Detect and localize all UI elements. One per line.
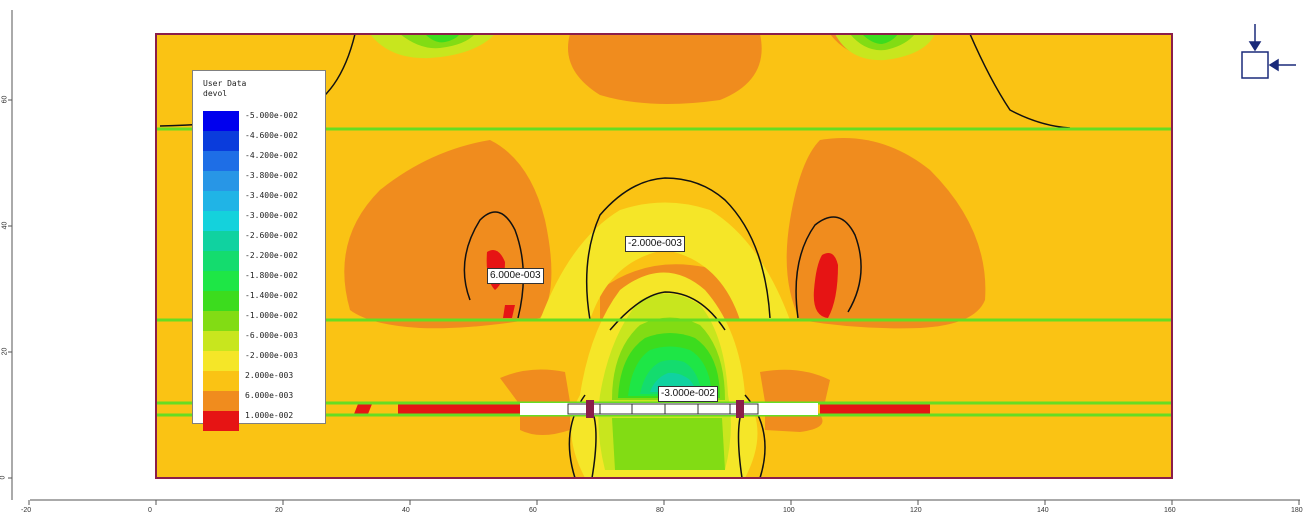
- legend-swatch: [203, 411, 239, 431]
- contour-label: 6.000e-003: [487, 268, 544, 284]
- x-tick-label: 160: [1164, 507, 1176, 514]
- legend-entry: -1.800e-002: [203, 271, 323, 291]
- legend-label: -3.800e-002: [245, 171, 298, 180]
- legend-entry: 6.000e-003: [203, 391, 323, 411]
- legend-swatch: [203, 151, 239, 171]
- legend-swatch: [203, 171, 239, 191]
- x-tick-label: 60: [529, 507, 537, 514]
- legend-label: 1.000e-002: [245, 411, 294, 420]
- x-tick-label: 100: [783, 507, 795, 514]
- legend-label: -2.600e-002: [245, 231, 298, 240]
- x-tick-label: 0: [148, 507, 152, 514]
- legend-swatch: [203, 211, 239, 231]
- legend-entry: -2.600e-002: [203, 231, 323, 251]
- legend-entry: -3.400e-002: [203, 191, 323, 211]
- legend-entry: -1.000e-002: [203, 311, 323, 331]
- legend-swatch: [203, 191, 239, 211]
- x-tick-label: -20: [21, 507, 32, 514]
- legend-entry: 2.000e-003: [203, 371, 323, 391]
- y-tick-label: 60: [1, 95, 9, 104]
- legend-entry: -2.000e-003: [203, 351, 323, 371]
- y-tick-label: 40: [1, 221, 9, 230]
- legend-label: -6.000e-003: [245, 331, 298, 340]
- legend-label: 2.000e-003: [245, 371, 294, 380]
- excavation-structure: [520, 400, 818, 418]
- legend-title: User Data: [203, 79, 247, 88]
- model-boundary: [155, 33, 1173, 479]
- legend-swatch: [203, 391, 239, 411]
- legend-swatch: [203, 231, 239, 251]
- x-tick-label: 40: [402, 507, 410, 514]
- legend-entry: -6.000e-003: [203, 331, 323, 351]
- legend-label: -3.000e-002: [245, 211, 298, 220]
- legend-entry: 1.000e-002: [203, 411, 323, 431]
- legend-entry: -4.600e-002: [203, 131, 323, 151]
- legend-label: -1.800e-002: [245, 271, 298, 280]
- legend-label: -5.000e-002: [245, 111, 298, 120]
- legend-swatch: [203, 371, 239, 391]
- legend-swatch: [203, 351, 239, 371]
- legend-entry: -1.400e-002: [203, 291, 323, 311]
- central-bulb: [540, 202, 790, 478]
- legend-entry: -5.000e-002: [203, 111, 323, 131]
- legend-subtitle: devol: [203, 89, 228, 98]
- legend-swatch: [203, 311, 239, 331]
- legend-entry: -3.000e-002: [203, 211, 323, 231]
- legend-label: -1.000e-002: [245, 311, 298, 320]
- x-tick-label: 80: [656, 507, 664, 514]
- contour-label: -3.000e-002: [658, 386, 718, 402]
- x-tick-label: 180: [1291, 507, 1303, 514]
- legend-label: -1.400e-002: [245, 291, 298, 300]
- y-tick-label: 0: [0, 475, 7, 480]
- x-tick-label: 20: [275, 507, 283, 514]
- legend-label: -4.200e-002: [245, 151, 298, 160]
- y-axis-ticks: [8, 99, 12, 479]
- legend-label: -4.600e-002: [245, 131, 298, 140]
- legend-entry: -2.200e-002: [203, 251, 323, 271]
- legend-swatch: [203, 331, 239, 351]
- legend: User Data devol -5.000e-002 -4.600e-002 -4…: [192, 70, 326, 431]
- contour-label: -2.000e-003: [625, 236, 685, 252]
- y-tick-label: 20: [1, 347, 9, 356]
- legend-label: -2.200e-002: [245, 251, 298, 260]
- legend-swatch: [203, 251, 239, 271]
- legend-swatch: [203, 131, 239, 151]
- legend-label: -3.400e-002: [245, 191, 298, 200]
- top-green-zones: [370, 34, 935, 61]
- support-icon: [1241, 24, 1296, 79]
- legend-entry: -4.200e-002: [203, 151, 323, 171]
- legend-swatch: [203, 111, 239, 131]
- legend-label: 6.000e-003: [245, 391, 294, 400]
- legend-label: -2.000e-003: [245, 351, 298, 360]
- x-tick-label: 120: [910, 507, 922, 514]
- legend-swatch: [203, 291, 239, 311]
- x-axis-ticks: [28, 500, 1300, 505]
- legend-swatch: [203, 271, 239, 291]
- x-tick-label: 140: [1037, 507, 1049, 514]
- legend-entry: -3.800e-002: [203, 171, 323, 191]
